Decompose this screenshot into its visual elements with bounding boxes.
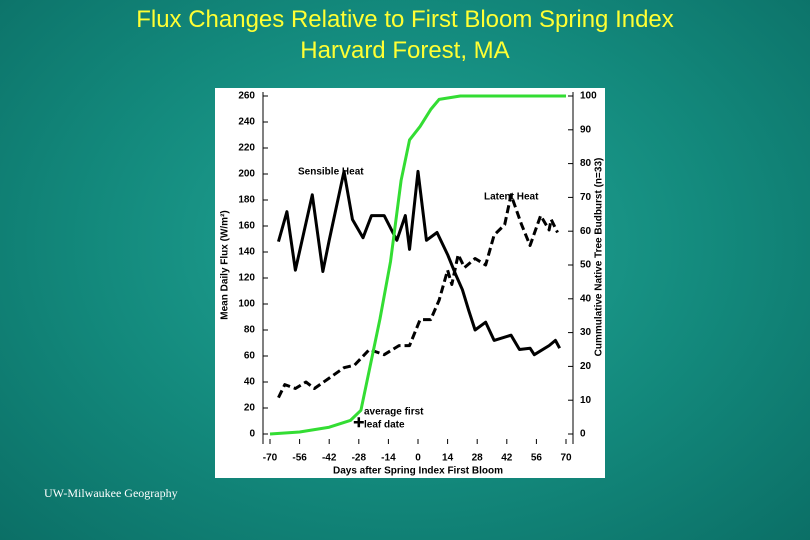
- x-tick-label: 0: [415, 453, 421, 464]
- y2-tick-label: 60: [580, 226, 592, 237]
- y-tick-label: 140: [238, 247, 255, 258]
- x-tick-label: -70: [263, 453, 278, 464]
- y-tick-label: 120: [238, 273, 255, 284]
- annotation: average first: [364, 407, 424, 418]
- y2-tick-label: 80: [580, 158, 592, 169]
- y-axis-label: Mean Daily Flux (W/m²): [220, 210, 231, 319]
- series-line: [269, 94, 566, 436]
- y2-tick-label: 20: [580, 361, 592, 372]
- annotation: leaf date: [364, 420, 405, 431]
- y-tick-label: 60: [244, 351, 256, 362]
- chart-panel: [215, 88, 605, 478]
- x-tick-label: 28: [472, 453, 484, 464]
- y2-tick-label: 40: [580, 293, 592, 304]
- y-tick-label: 80: [244, 325, 256, 336]
- y-tick-label: 100: [238, 299, 255, 310]
- y2-tick-label: 90: [580, 124, 592, 135]
- y-tick-label: 180: [238, 195, 255, 206]
- y-tick-label: 200: [238, 169, 255, 180]
- y-tick-label: 0: [249, 429, 255, 440]
- y2-tick-label: 50: [580, 260, 592, 271]
- y2-tick-label: 30: [580, 327, 592, 338]
- title-line: Flux Changes Relative to First Bloom Spr…: [136, 6, 674, 33]
- series-line: [277, 169, 561, 357]
- leaf-date-marker: [353, 417, 364, 428]
- annotation: Latent Heat: [484, 192, 539, 203]
- x-tick-label: 42: [501, 453, 513, 464]
- y-tick-label: 160: [238, 221, 255, 232]
- footer: UW-Milwaukee Geography: [44, 486, 178, 500]
- x-tick-label: 70: [560, 453, 572, 464]
- x-tick-label: -56: [292, 453, 307, 464]
- series-line: [277, 193, 559, 399]
- x-tick-label: -14: [381, 453, 396, 464]
- y-tick-label: 240: [238, 117, 255, 128]
- x-tick-label: -28: [352, 453, 367, 464]
- x-tick-label: 56: [531, 453, 543, 464]
- x-tick-label: -42: [322, 453, 337, 464]
- y2-tick-label: 10: [580, 395, 592, 406]
- y-tick-label: 20: [244, 403, 256, 414]
- y2-axis-label: Cummulative Native Tree Budburst (n=33): [594, 158, 605, 357]
- y-tick-label: 260: [238, 91, 255, 102]
- y2-tick-label: 100: [580, 91, 597, 102]
- x-tick-label: 14: [442, 453, 454, 464]
- y2-tick-label: 0: [580, 429, 586, 440]
- y-tick-label: 40: [244, 377, 256, 388]
- title-line: Harvard Forest, MA: [300, 37, 510, 64]
- slide-title: Flux Changes Relative to First Bloom Spr…: [0, 4, 810, 66]
- y2-tick-label: 70: [580, 192, 592, 203]
- y-tick-label: 220: [238, 143, 255, 154]
- x-axis-label: Days after Spring Index First Bloom: [333, 466, 503, 477]
- annotation: Sensible Heat: [298, 167, 364, 178]
